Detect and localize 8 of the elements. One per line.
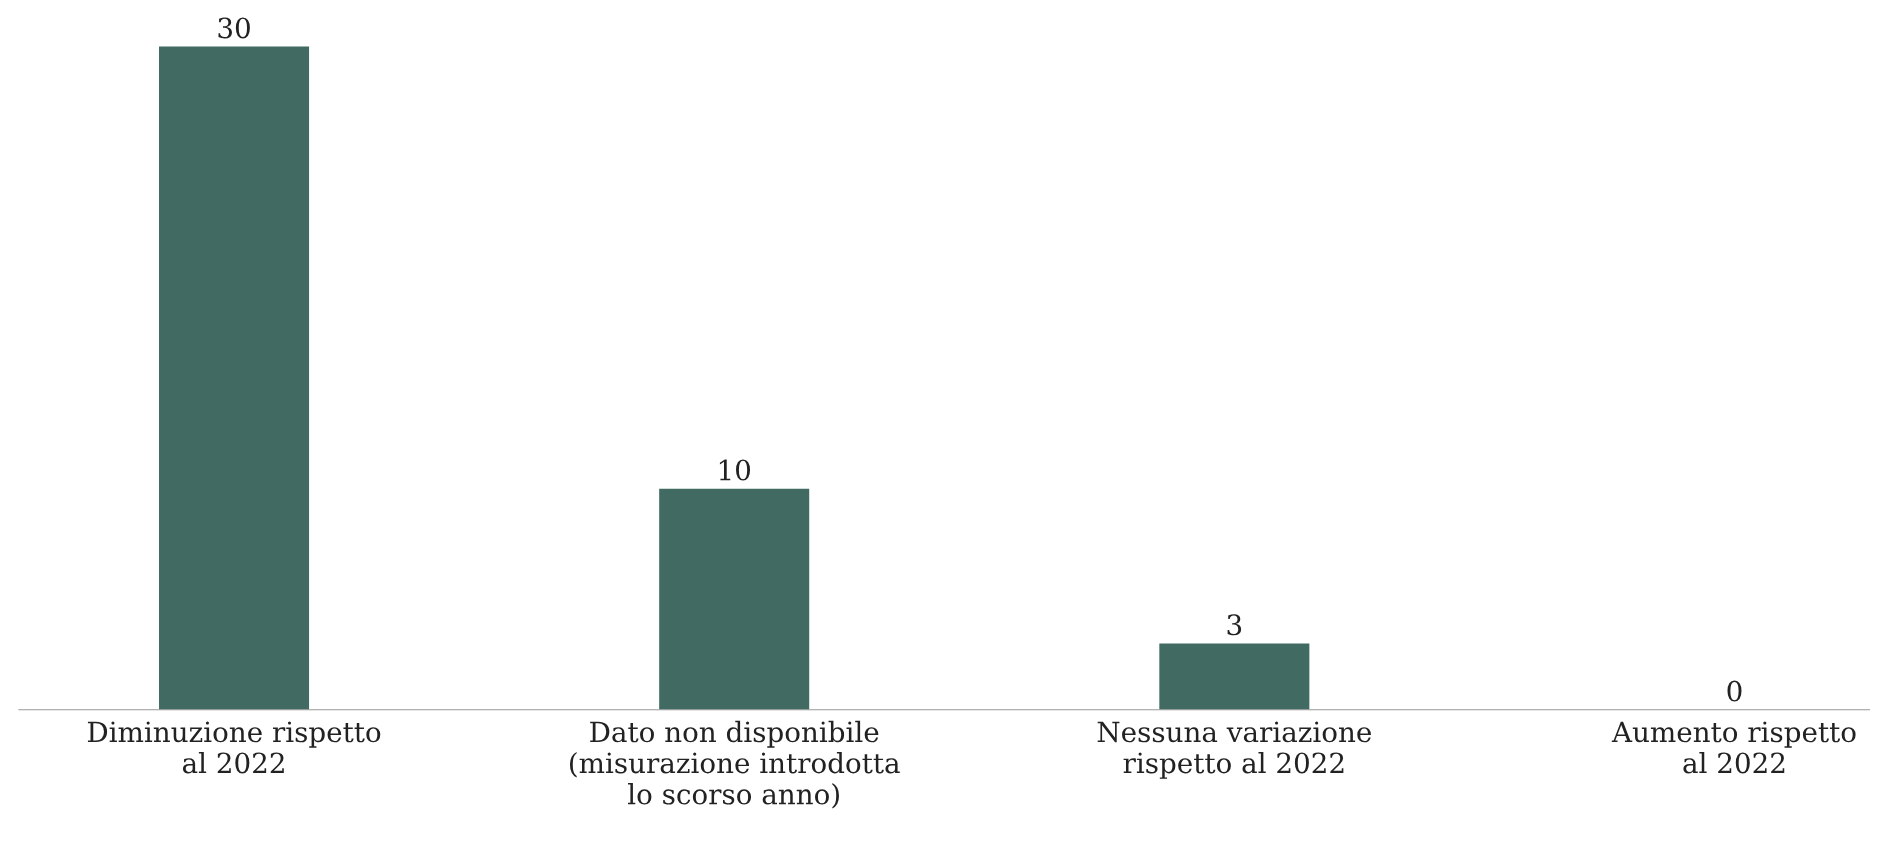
x-tick-label: Diminuzione rispetto al 2022 [87, 721, 381, 774]
data-label: 3 [1227, 614, 1242, 636]
x-tick-label: Dato non disponibile (misurazione introdotta lo scorso anno) [570, 720, 900, 809]
x-tick-label: Nessuna variazione rispetto al 2022 [1097, 721, 1371, 779]
data-label: 30 [218, 17, 250, 39]
x-tick-label: Aumento rispetto al 2022 [1611, 721, 1856, 774]
data-label: 0 [1727, 680, 1742, 702]
data-label: 10 [719, 459, 751, 481]
